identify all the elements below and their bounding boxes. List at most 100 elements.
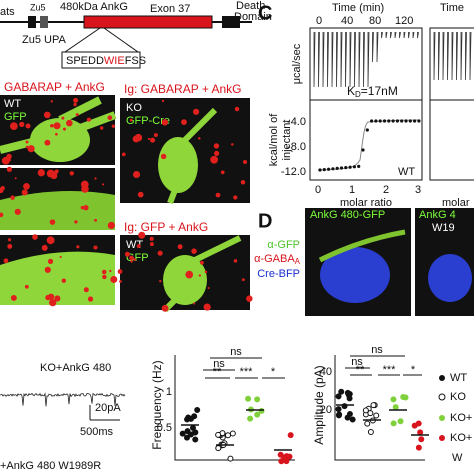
image-label: KO: [126, 102, 142, 114]
itc-point: [374, 119, 378, 123]
motif-box: [61, 51, 141, 69]
punctum: [198, 137, 201, 140]
dot: [373, 412, 380, 419]
itc-point: [318, 168, 322, 172]
punctum: [83, 205, 89, 211]
dot: [254, 396, 261, 403]
legend-marker: [438, 393, 446, 401]
punctum: [50, 100, 53, 103]
punctum: [44, 266, 51, 273]
stain-label: α-GABAA: [254, 253, 301, 266]
punctum: [150, 137, 156, 143]
dot: [415, 444, 422, 451]
tick-label: 3: [415, 184, 421, 196]
punctum: [49, 299, 57, 307]
fit-curve: [317, 119, 419, 171]
zu5-block: [28, 16, 36, 28]
punctum: [110, 275, 118, 283]
image-label: GFP: [4, 111, 27, 123]
dot: [215, 431, 222, 438]
punctum: [66, 119, 73, 127]
tick-label: 0.5: [157, 422, 172, 434]
panel-e: KO+AnkG 480 20pA 500ms +AnkG 480 W1989R …: [0, 344, 472, 472]
punctum: [240, 180, 246, 185]
dot: [335, 406, 342, 413]
axis-title: molar ratio: [340, 197, 392, 209]
punctum: [107, 221, 115, 230]
dot: [364, 420, 371, 427]
sig-bracket: [345, 355, 422, 376]
punctum: [102, 274, 107, 280]
punctum: [6, 166, 13, 172]
label: Zu5: [30, 2, 46, 12]
punctum: [62, 127, 66, 131]
punctum: [81, 185, 89, 193]
dot: [346, 411, 353, 418]
punctum: [76, 245, 80, 249]
punctum: [233, 195, 238, 200]
motif-part: SPEDD: [66, 55, 104, 67]
dot: [254, 411, 261, 418]
image-label: GFP-Cre: [126, 115, 170, 127]
label: 480kDa AnkG: [60, 1, 128, 13]
punctum: [129, 118, 133, 122]
punctum: [134, 133, 143, 142]
legend-marker: [439, 415, 445, 421]
punctum: [10, 294, 17, 301]
punctum: [69, 171, 74, 176]
punctum: [93, 245, 98, 250]
punctum: [124, 251, 130, 257]
dot: [245, 395, 252, 402]
punctum: [10, 195, 15, 200]
punctum: [133, 258, 136, 261]
motif-part: WIE: [104, 55, 125, 67]
punctum: [101, 269, 107, 275]
punctum: [83, 287, 89, 293]
punctum: [153, 133, 158, 137]
axis: [174, 355, 295, 461]
panel-letter: C: [258, 2, 272, 24]
punctum: [107, 115, 113, 121]
tick-label: 1: [349, 184, 355, 196]
stain-label: α-GFP: [267, 239, 300, 251]
dot: [362, 407, 369, 414]
itc-point: [339, 166, 344, 170]
sig-label: **: [356, 364, 365, 376]
itc-fit-box: [429, 99, 474, 181]
stain-label: Cre-BFP: [257, 268, 300, 280]
punctum: [101, 183, 105, 186]
punctum: [161, 304, 169, 312]
punctum: [7, 158, 11, 162]
itc-point: [395, 119, 399, 123]
punctum: [7, 238, 12, 242]
tick-label: 2: [383, 184, 389, 196]
punctum: [32, 234, 38, 240]
dot: [418, 436, 425, 443]
trace-label: KO+AnkG 480: [40, 362, 111, 374]
punctum: [50, 172, 58, 180]
cell: [163, 255, 207, 305]
motif: SPEDDWIEFSS: [66, 55, 146, 67]
tick-label: 120: [395, 15, 413, 27]
punctum: [241, 278, 245, 282]
punctum: [94, 177, 97, 180]
punctum: [149, 236, 154, 241]
punctum: [46, 236, 55, 245]
punctum: [161, 99, 165, 103]
dot: [338, 388, 345, 395]
punctum: [55, 132, 58, 136]
exon-block: [83, 15, 213, 29]
punctum: [37, 169, 45, 177]
punctum: [25, 140, 29, 144]
punctum: [59, 255, 62, 259]
axis-title: injectant: [281, 120, 293, 161]
dot: [390, 396, 397, 403]
itc-point: [361, 148, 365, 152]
motif-part: FSS: [125, 55, 146, 67]
punctum: [243, 159, 248, 164]
legend-marker: [439, 375, 445, 381]
dot: [367, 410, 374, 417]
punctum: [0, 187, 4, 194]
itc-fit-box: [309, 99, 423, 181]
punctum: [147, 137, 151, 141]
